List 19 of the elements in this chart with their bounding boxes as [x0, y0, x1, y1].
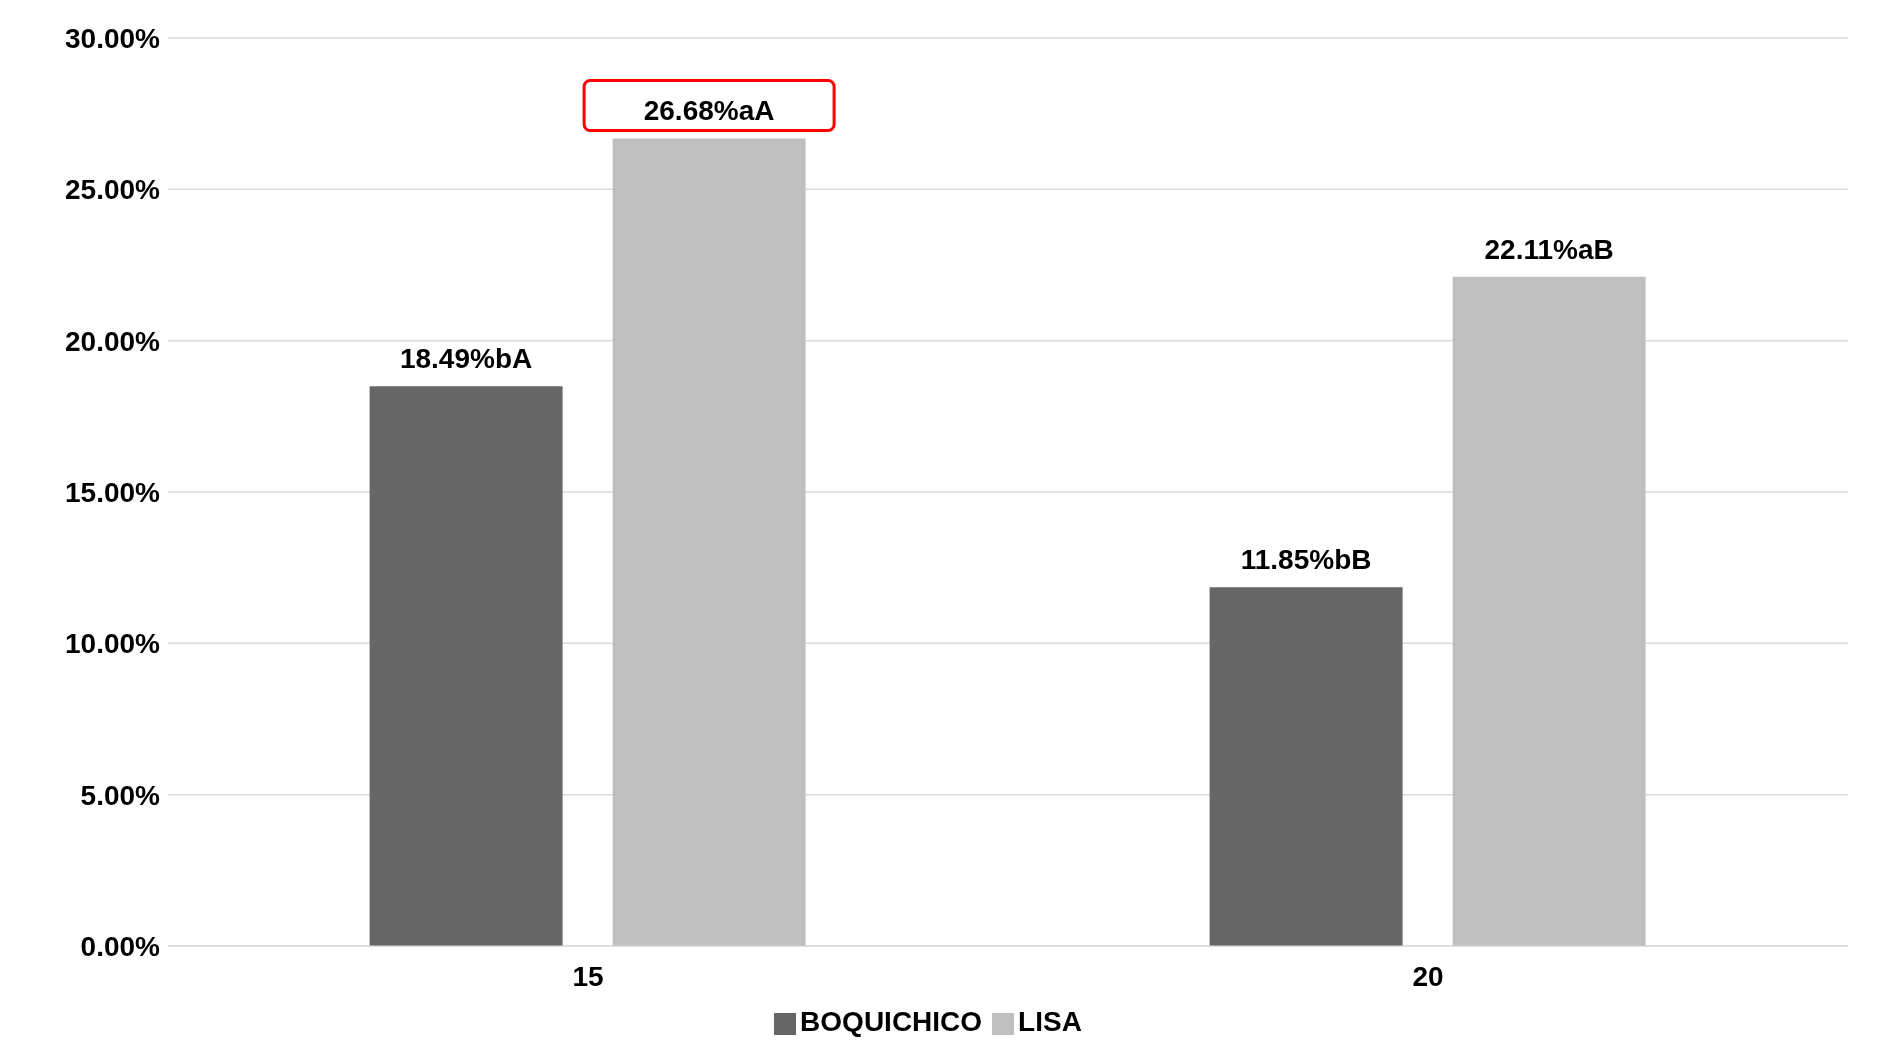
y-tick-label: 10.00% — [65, 628, 161, 660]
y-tick-label: 5.00% — [80, 779, 161, 811]
bar — [1209, 587, 1403, 946]
data-label: 22.11%aB — [1484, 233, 1614, 265]
y-tick-label: 20.00% — [65, 325, 161, 357]
legend-label: BOQUICHICO — [800, 1006, 983, 1037]
bar — [369, 386, 563, 946]
bar — [1452, 276, 1646, 946]
data-label: 26.68%aA — [643, 95, 775, 127]
legend-label: LISA — [1018, 1006, 1082, 1037]
y-tick-label: 15.00% — [65, 476, 161, 508]
x-tick-label: 15 — [572, 960, 604, 992]
y-tick-label: 30.00% — [65, 22, 161, 54]
y-tick-label: 0.00% — [80, 930, 161, 962]
data-label: 18.49%bA — [399, 343, 533, 375]
data-label: 11.85%bB — [1240, 544, 1372, 576]
y-tick-label: 25.00% — [65, 174, 161, 206]
x-tick-label: 20 — [1412, 960, 1444, 992]
bar — [612, 138, 806, 946]
